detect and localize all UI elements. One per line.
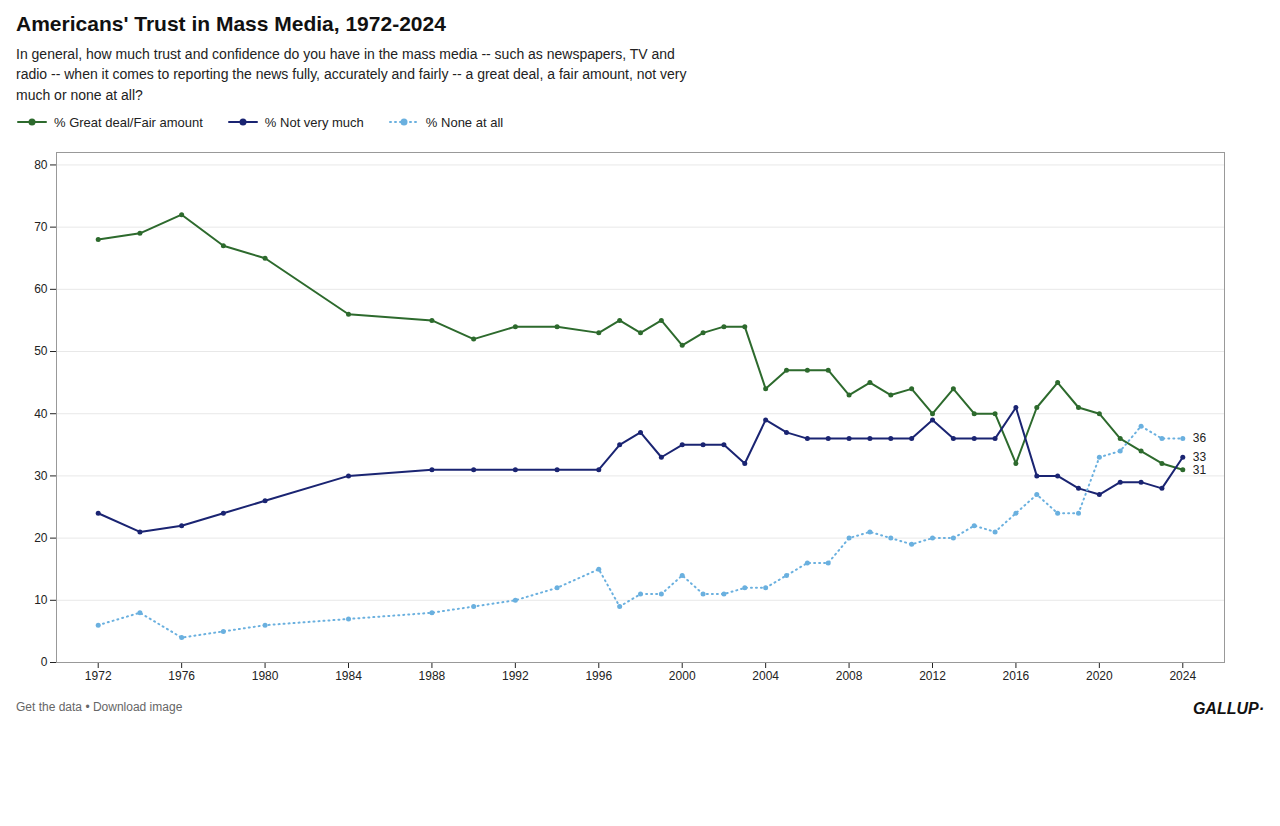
svg-text:10: 10 — [34, 593, 48, 607]
svg-text:1992: 1992 — [502, 669, 529, 683]
html-text:% None at all: % None at all — [425, 114, 504, 130]
svg-text:1972: 1972 — [85, 669, 112, 683]
svg-text:36: 36 — [1193, 431, 1207, 445]
svg-text:33: 33 — [1192, 450, 1207, 464]
svg-text:2008: 2008 — [836, 669, 863, 683]
svg-text:2016: 2016 — [1003, 669, 1030, 683]
svg-text:2000: 2000 — [669, 669, 696, 683]
html-text:In general, how much trust and: In general, how much trust and confidenc… — [16, 46, 687, 103]
svg-text:20: 20 — [34, 531, 48, 545]
html-text:Get the data • Download image: Get the data • Download image — [16, 699, 183, 714]
svg-text:31: 31 — [1193, 462, 1207, 476]
svg-text:50: 50 — [34, 344, 48, 358]
svg-text:60: 60 — [34, 282, 48, 296]
svg-text:2012: 2012 — [919, 669, 946, 683]
svg-text:1984: 1984 — [335, 669, 362, 683]
svg-text:0: 0 — [41, 655, 48, 669]
svg-text:1980: 1980 — [252, 669, 279, 683]
html-text:% Not very much: % Not very much — [264, 114, 364, 130]
svg-text:80: 80 — [34, 158, 48, 172]
svg-text:40: 40 — [34, 406, 48, 420]
svg-text:1976: 1976 — [168, 669, 195, 683]
html-text:% Great deal/Fair amount: % Great deal/Fair amount — [54, 114, 203, 130]
svg-text:1996: 1996 — [585, 669, 612, 683]
svg-text:2004: 2004 — [752, 669, 779, 683]
svg-text:2024: 2024 — [1169, 669, 1196, 683]
html-text:Americans' Trust in Mass Media: Americans' Trust in Mass Media, 1972-202… — [16, 12, 446, 35]
svg-text:1988: 1988 — [419, 669, 446, 683]
svg-text:2020: 2020 — [1086, 669, 1113, 683]
html-text:GALLUP·: GALLUP· — [1192, 699, 1264, 717]
svg-text:30: 30 — [34, 469, 48, 483]
svg-text:70: 70 — [34, 220, 48, 234]
